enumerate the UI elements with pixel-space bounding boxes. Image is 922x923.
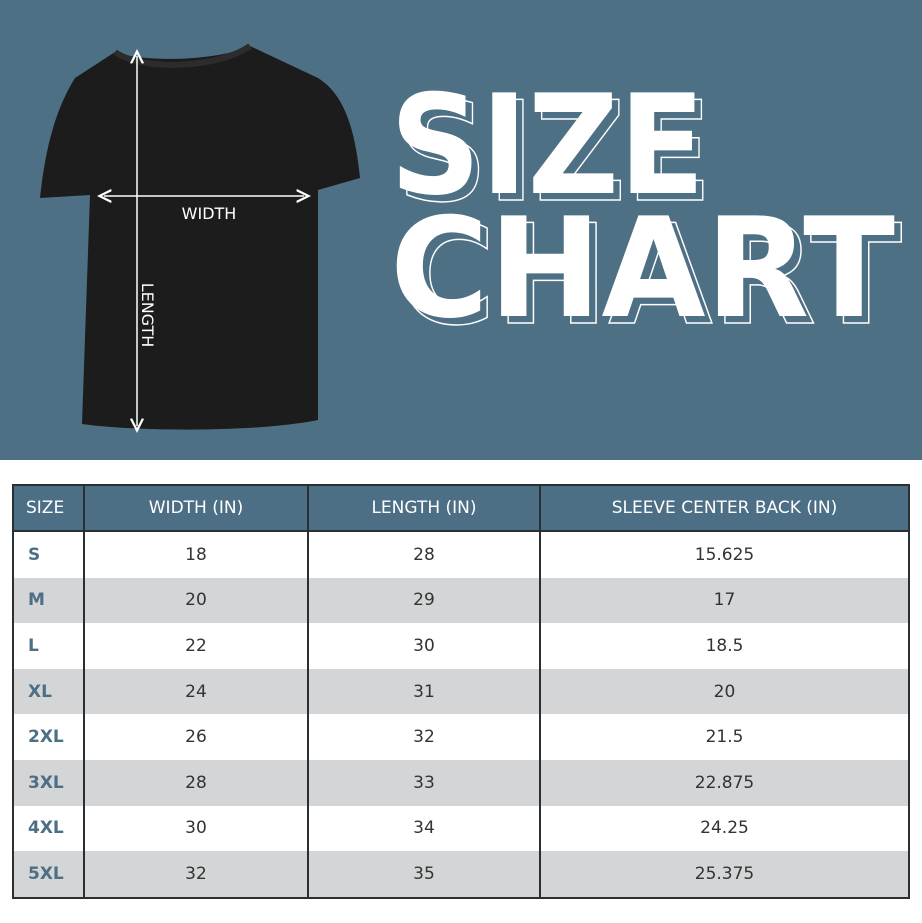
value-cell: 35 xyxy=(308,851,541,898)
value-cell: 30 xyxy=(84,805,309,852)
size-cell: S xyxy=(13,531,85,578)
table-row: 3XL 28 33 22.875 xyxy=(13,759,910,806)
size-cell: M xyxy=(13,577,85,624)
length-label: LENGTH xyxy=(138,283,157,348)
tshirt-shape xyxy=(40,46,360,430)
size-cell: 4XL xyxy=(13,805,85,852)
value-cell: 28 xyxy=(84,759,309,806)
value-cell: 21.5 xyxy=(540,714,910,760)
column-header: SIZE xyxy=(13,485,85,532)
value-cell: 25.375 xyxy=(540,851,910,898)
value-cell: 22 xyxy=(84,623,309,669)
value-cell: 18 xyxy=(84,531,309,578)
title-line2: CHART xyxy=(390,188,895,349)
size-cell: XL xyxy=(13,668,85,715)
value-cell: 32 xyxy=(84,851,309,898)
table-row: 2XL 26 32 21.5 xyxy=(13,714,910,760)
width-label: WIDTH xyxy=(182,204,237,223)
value-cell: 26 xyxy=(84,714,309,760)
svg-text:SIZE: SIZE xyxy=(397,72,712,233)
value-cell: 28 xyxy=(308,531,541,578)
title-shadow: SIZE CHART xyxy=(396,71,903,357)
size-table: SIZE WIDTH (IN) LENGTH (IN) SLEEVE CENTER B… xyxy=(12,484,910,899)
value-cell: 29 xyxy=(308,577,541,624)
size-cell: 3XL xyxy=(13,759,85,806)
size-cell: L xyxy=(13,623,85,669)
value-cell: 32 xyxy=(308,714,541,760)
value-cell: 33 xyxy=(308,759,541,806)
column-header: LENGTH (IN) xyxy=(308,485,541,532)
table-row: M 20 29 17 xyxy=(13,577,910,624)
value-cell: 15.625 xyxy=(540,531,910,578)
size-cell: 5XL xyxy=(13,851,85,898)
table-row: XL 24 31 20 xyxy=(13,668,910,715)
title-line1: SIZE xyxy=(390,65,705,226)
table-row: S 18 28 15.625 xyxy=(13,531,910,578)
value-cell: 18.5 xyxy=(540,623,910,669)
column-header: SLEEVE CENTER BACK (IN) xyxy=(540,485,910,532)
value-cell: 22.875 xyxy=(540,759,910,806)
table-row: L 22 30 18.5 xyxy=(13,623,910,669)
value-cell: 31 xyxy=(308,668,541,715)
table-header: SIZE WIDTH (IN) LENGTH (IN) SLEEVE CENTER B… xyxy=(13,485,910,532)
value-cell: 24 xyxy=(84,668,309,715)
size-cell: 2XL xyxy=(13,714,85,760)
svg-text:CHART: CHART xyxy=(397,195,902,356)
table-row: 5XL 32 35 25.375 xyxy=(13,851,910,898)
value-cell: 20 xyxy=(84,577,309,624)
table-row: 4XL 30 34 24.25 xyxy=(13,805,910,852)
value-cell: 17 xyxy=(540,577,910,624)
column-header: WIDTH (IN) xyxy=(84,485,309,532)
value-cell: 30 xyxy=(308,623,541,669)
page-title: SIZE CHART xyxy=(390,65,895,349)
value-cell: 24.25 xyxy=(540,805,910,852)
banner: WIDTH LENGTH SIZE CHART SIZE CHART xyxy=(0,0,922,460)
value-cell: 34 xyxy=(308,805,541,852)
tshirt-illustration: WIDTH LENGTH SIZE CHART SIZE CHART xyxy=(40,43,903,460)
value-cell: 20 xyxy=(540,668,910,715)
